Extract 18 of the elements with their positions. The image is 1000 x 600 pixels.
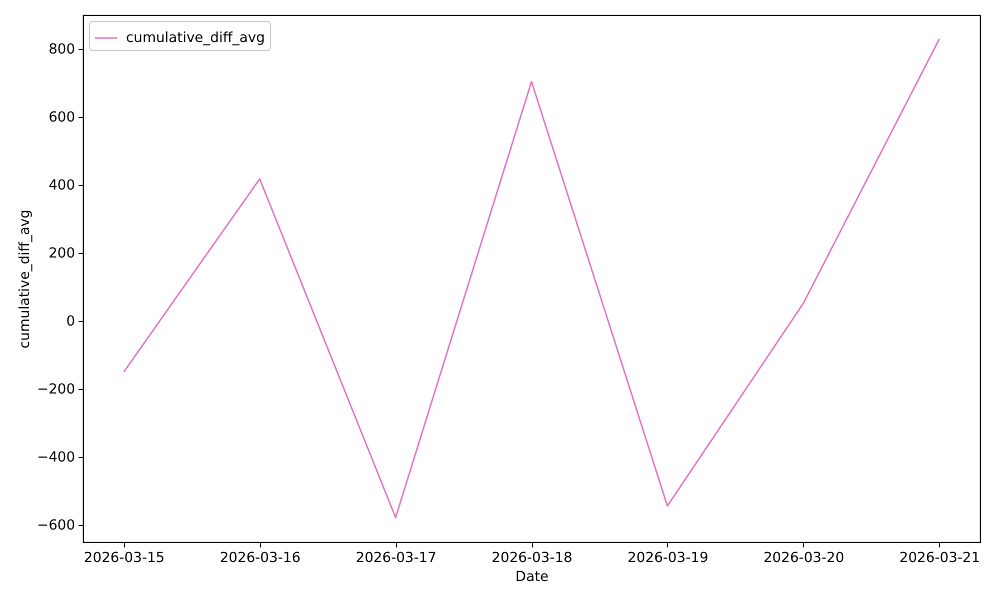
legend-label: cumulative_diff_avg [126,30,265,46]
x-axis-title: Date [515,568,549,585]
x-tick-label: 2026-03-20 [763,550,844,566]
y-tick-label: −600 [36,518,76,534]
y-tick-label: 200 [48,246,76,262]
x-tick-label: 2026-03-18 [492,550,572,566]
y-tick-label: −400 [36,450,76,466]
x-tick-label: 2026-03-15 [84,550,165,566]
x-tick-label: 2026-03-16 [220,550,301,566]
y-tick-label: 0 [66,314,76,330]
y-tick-label: −200 [36,382,76,398]
x-tick-label: 2026-03-17 [356,550,436,566]
y-tick-label: 600 [48,110,76,126]
y-tick-label: 400 [48,178,76,194]
y-axis-title: cumulative_diff_avg [16,210,33,348]
x-tick-label: 2026-03-21 [899,550,980,566]
x-tick-label: 2026-03-19 [628,550,708,566]
y-tick-label: 800 [48,42,76,58]
